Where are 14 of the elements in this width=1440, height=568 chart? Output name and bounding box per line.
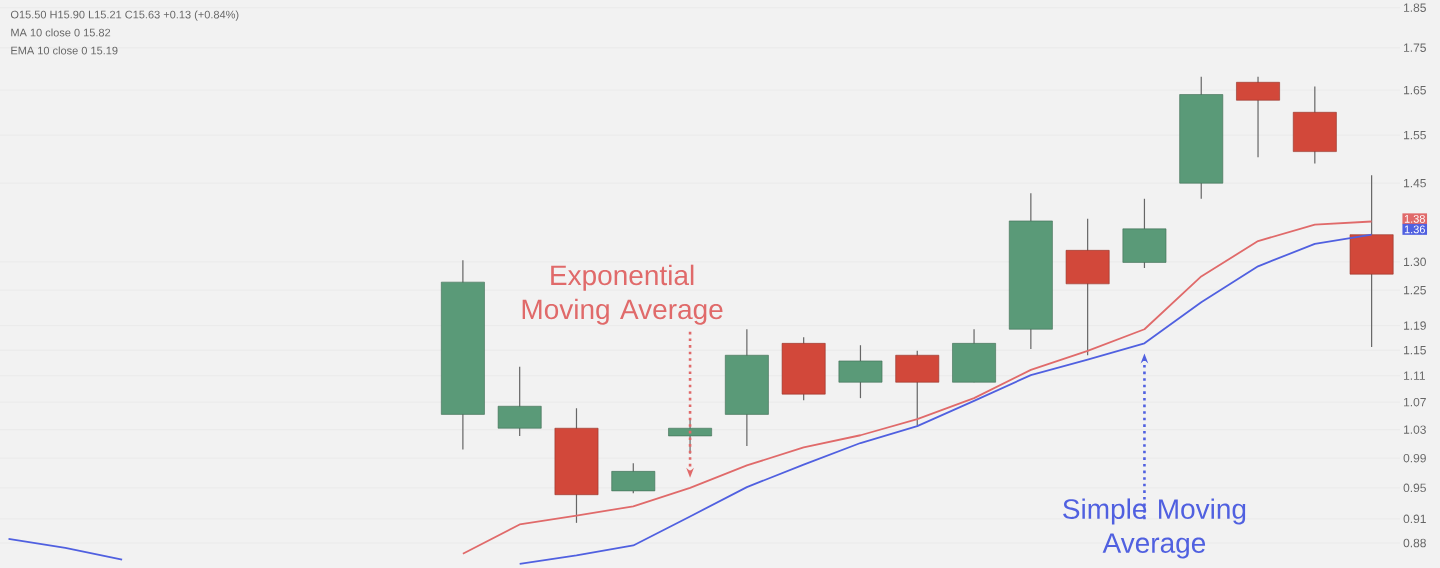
candlestick (611, 462, 656, 494)
candlestick (668, 419, 712, 455)
candlestick (1292, 86, 1337, 165)
line-series (461, 220, 1373, 555)
candlestick (1349, 174, 1394, 348)
candlestick (1122, 198, 1167, 269)
candlestick (497, 366, 542, 437)
candlestick (1065, 218, 1110, 356)
candlestick (838, 344, 883, 399)
candlestick (1236, 76, 1280, 158)
candlestick (952, 328, 996, 383)
text: Simple Moving Average (1063, 498, 1246, 559)
text: Exponential Moving Average (522, 264, 723, 325)
candlestick (895, 350, 940, 427)
